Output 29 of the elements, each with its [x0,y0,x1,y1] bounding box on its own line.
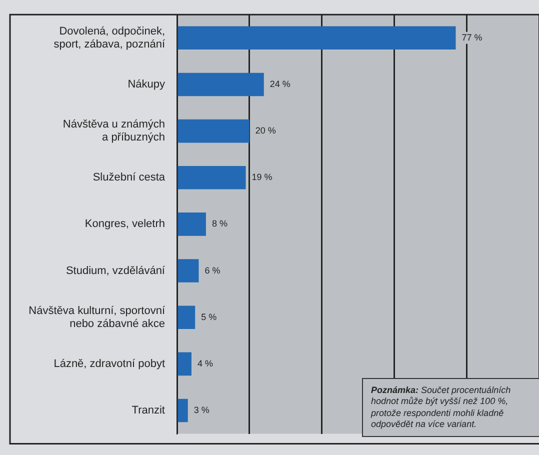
y-tick-label: Kongres, veletrh [84,218,165,230]
bar [178,259,199,282]
bar [178,166,246,190]
note-box: Poznámka: Součet procentuálních hodnot může být vyšší než 100 %, protože respondenti mohli kladně odpovědět na více variant. [362,378,539,437]
data-label: 24 % [270,78,290,89]
data-label: 3 % [194,404,210,415]
data-label: 8 % [212,218,228,229]
data-label: 5 % [201,312,217,322]
data-label: 77 % [462,32,482,42]
annotation: Poznámka: Součet procentuálních hodnot může být vyšší než 100 %, protože respondenti mohli kladně odpovědět na více variant. [371,385,512,430]
bar [178,119,250,143]
y-tick-label: Nákupy [128,78,166,90]
bar [178,398,188,422]
bar [178,212,206,236]
y-tick-label: Návštěva u známých a příbuzných [62,118,165,144]
data-label: 6 % [204,265,220,276]
bar [178,72,264,96]
y-tick-label: Služební cesta [92,172,166,184]
y-tick-label: Návštěva kulturní, sportovní nebo zábavné akce [28,304,166,330]
y-tick-label: Lázně, zdravotní pobyt [54,358,165,370]
data-label: 19 % [252,172,272,182]
y-tick-label: Dovolená, odpočinek, sport, zábava, poznání [54,25,166,51]
bar [178,26,456,50]
y-tick-label: Studium, vzdělávání [66,264,166,277]
y-tick-label: Tranzit [132,404,165,417]
bar [178,352,192,376]
data-label: 20 % [255,126,276,136]
bar [178,306,196,329]
data-label: 4 % [197,358,213,368]
